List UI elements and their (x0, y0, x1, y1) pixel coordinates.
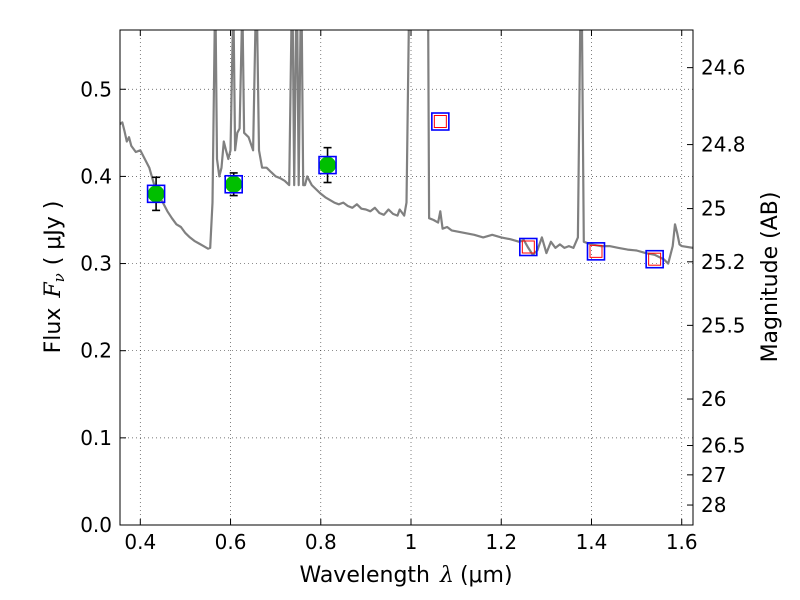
grid (120, 30, 693, 526)
y2-tick-label: 25 (701, 197, 726, 221)
y-tick-label: 0.3 (80, 252, 112, 276)
y2-axis: 24.6 24.8 25 25.2 25.5 26 26.5 27 28 (687, 56, 746, 517)
plot-frame (119, 29, 694, 526)
spectrum-line (120, 30, 693, 265)
y-tick-label: 0.1 (80, 426, 112, 450)
y2-tick-label: 26 (701, 387, 726, 411)
model-box-point (224, 174, 243, 194)
model-box-point (146, 184, 166, 204)
y2-tick-label: 26.5 (701, 434, 746, 458)
model-box-point (645, 249, 664, 269)
detection-point (147, 185, 165, 203)
y-tick-label: 0.5 (80, 77, 112, 101)
model-spectrum (120, 30, 693, 265)
detection-point (319, 156, 337, 174)
y-tick-label: 0.0 (80, 513, 112, 537)
upper-limit-point (433, 115, 447, 129)
model-box-point (519, 237, 538, 257)
x-tick-label: 1.4 (576, 530, 608, 554)
y2-tick-label: 24.8 (701, 133, 746, 157)
x-tick-label: 1.2 (485, 530, 517, 554)
data-marks (146, 112, 664, 269)
y2-tick-label: 25.5 (701, 313, 746, 337)
x-axis-label: Wavelength λ (μm) (299, 563, 512, 588)
model-box-point (431, 112, 450, 131)
model-box-point (586, 242, 606, 261)
upper-limit-point (521, 240, 535, 254)
x-tick-label: 0.8 (305, 530, 337, 554)
x-tick-label: 1.6 (666, 530, 698, 554)
upper-limit-point (648, 252, 662, 266)
y2-tick-label: 28 (701, 493, 726, 517)
y2-tick-label: 24.6 (701, 56, 746, 80)
y-tick-label: 0.4 (80, 164, 112, 188)
y2-axis-label: Magnitude (AB) (758, 192, 783, 363)
x-tick-label: 0.6 (215, 530, 247, 554)
x-tick-label: 0.4 (124, 530, 156, 554)
model-box-point (318, 155, 337, 175)
x-tick-label: 1 (405, 530, 418, 554)
y-axis-label: FluxFν( μJy ) (41, 201, 68, 354)
detection-point (225, 175, 243, 193)
y2-tick-label: 27 (701, 463, 726, 487)
y-axis: 0.0 0.1 0.2 0.3 0.4 0.5 (80, 77, 126, 537)
y2-tick-label: 25.2 (701, 250, 746, 274)
y-tick-label: 0.2 (80, 339, 112, 363)
upper-limit-point (589, 244, 603, 258)
x-axis: 0.4 0.6 0.8 1 1.2 1.4 1.6 (124, 30, 698, 554)
